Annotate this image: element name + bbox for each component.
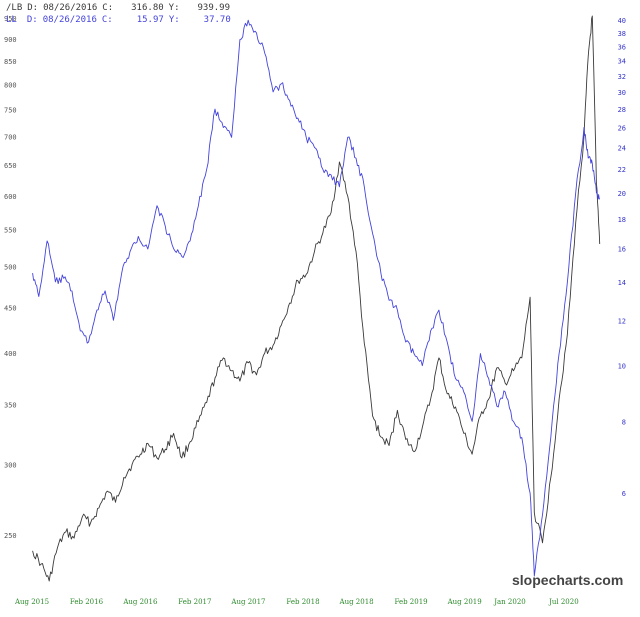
x-tick-label: Feb 2017 — [178, 598, 211, 606]
left-tick-label: 650 — [4, 162, 17, 170]
left-tick-label: 500 — [4, 264, 17, 272]
right-axis: 6 8 10 12 14 16 18 20 22 24 26 28 30 32 34 36 38 40 — [618, 17, 626, 498]
legend-series2-date-label: D: — [27, 15, 38, 25]
left-axis: 250 300 350 400 450 500 550 600 650 700 750 800 850 9… — [4, 15, 17, 540]
x-tick-label: Feb 2016 — [70, 598, 104, 606]
right-tick-label: 18 — [618, 216, 626, 224]
x-tick-label: Jul 2020 — [548, 598, 579, 606]
x-tick-label: Feb 2018 — [286, 598, 319, 606]
legend-series1-date-label: D: — [27, 3, 38, 13]
legend-series1-y-label: Y: — [169, 3, 180, 13]
left-tick-label: 300 — [4, 461, 17, 469]
watermark: slopecharts.com — [512, 572, 623, 588]
legend-series1-c-value: 316.80 — [131, 3, 164, 13]
legend: /LB D: 08/26/2016 C: 316.80 Y: 939.99 LL D: 08/2… — [6, 3, 231, 25]
left-tick-label: 950 — [4, 15, 17, 23]
x-tick-label: Aug 2018 — [339, 598, 374, 606]
right-tick-label: 26 — [618, 125, 626, 133]
legend-series1: /LB D: 08/26/2016 C: 316.80 Y: 939.99 — [6, 3, 230, 13]
legend-series2-c-label: C: — [102, 15, 113, 25]
right-tick-label: 16 — [618, 246, 626, 254]
left-tick-label: 250 — [4, 532, 17, 540]
series-line-ll — [32, 19, 601, 577]
x-tick-label: Aug 2015 — [14, 598, 49, 606]
left-tick-label: 350 — [4, 402, 17, 410]
right-tick-label: 40 — [618, 17, 626, 25]
right-tick-label: 32 — [618, 73, 626, 81]
legend-series1-symbol: /LB — [6, 3, 22, 13]
legend-series1-c-label: C: — [102, 3, 113, 13]
x-tick-label: Aug 2016 — [122, 598, 158, 606]
right-tick-label: 28 — [618, 106, 626, 114]
left-tick-label: 400 — [4, 350, 17, 358]
legend-series2-symbol: LL — [6, 15, 17, 25]
x-axis: Aug 2015 Feb 2016 Aug 2016 Feb 2017 Aug 2017… — [14, 598, 579, 606]
x-tick-label: Aug 2019 — [447, 598, 482, 606]
x-tick-label: Jan 2020 — [493, 598, 526, 606]
right-tick-label: 8 — [622, 418, 626, 426]
x-tick-label: Feb 2019 — [394, 598, 427, 606]
right-tick-label: 10 — [618, 363, 626, 371]
legend-series2-c-value: 15.97 — [137, 15, 164, 25]
right-tick-label: 6 — [622, 490, 626, 498]
left-tick-label: 450 — [4, 304, 17, 312]
right-tick-label: 14 — [618, 279, 626, 287]
left-tick-label: 900 — [4, 36, 17, 44]
left-tick-label: 850 — [4, 58, 17, 66]
legend-series2-y-value: 37.70 — [204, 15, 231, 25]
legend-series2-date: 08/26/2016 — [43, 15, 97, 25]
left-tick-label: 600 — [4, 193, 17, 201]
right-tick-label: 20 — [618, 190, 626, 198]
left-tick-label: 700 — [4, 133, 17, 141]
legend-series1-y-value: 939.99 — [198, 3, 231, 13]
x-tick-label: Aug 2017 — [230, 598, 265, 606]
right-tick-label: 30 — [618, 89, 626, 97]
right-tick-label: 24 — [618, 144, 626, 152]
series-line-lb — [32, 15, 601, 582]
right-tick-label: 38 — [618, 30, 626, 38]
legend-series2: LL D: 08/26/2016 C: 15.97 Y: 37.70 — [6, 15, 231, 25]
legend-series2-y-label: Y: — [169, 15, 180, 25]
right-tick-label: 34 — [618, 58, 626, 66]
right-tick-label: 36 — [618, 43, 626, 51]
right-tick-label: 22 — [618, 166, 626, 174]
series-layer — [32, 15, 601, 582]
left-tick-label: 550 — [4, 227, 17, 235]
right-tick-label: 12 — [618, 317, 626, 325]
legend-series1-date: 08/26/2016 — [43, 3, 97, 13]
left-tick-label: 800 — [4, 82, 17, 90]
left-tick-label: 750 — [4, 107, 17, 115]
